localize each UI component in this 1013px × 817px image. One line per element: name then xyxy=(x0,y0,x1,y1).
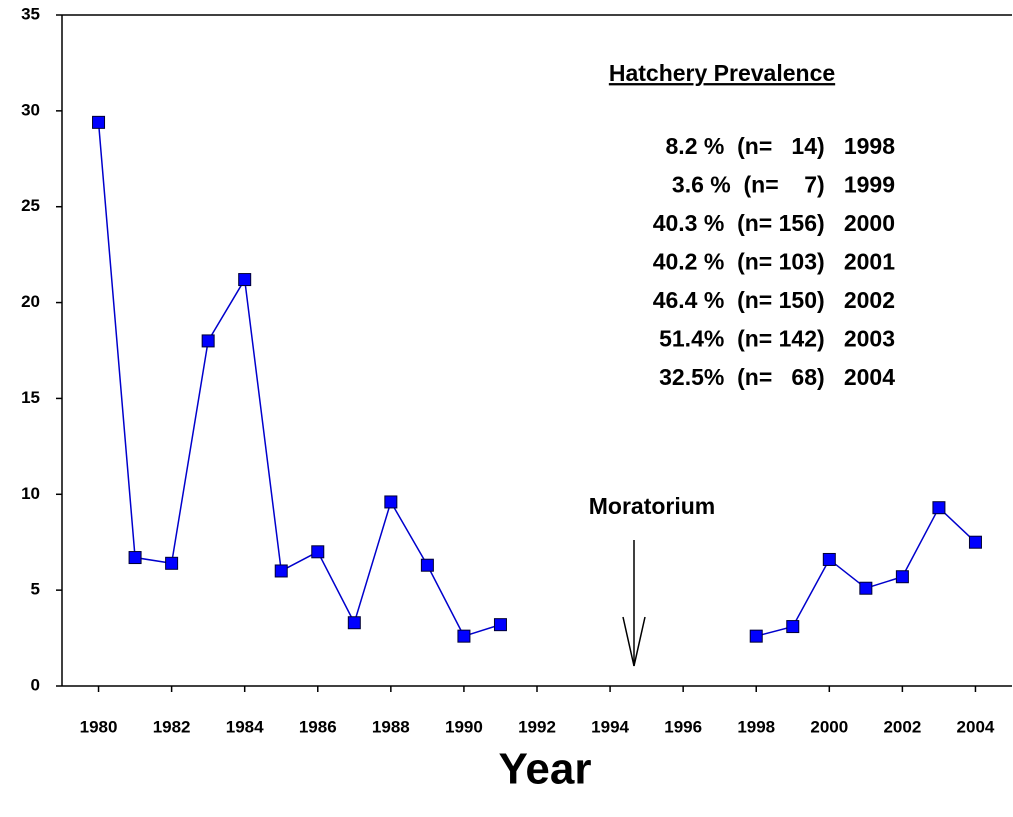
x-tick-label: 1992 xyxy=(518,717,556,736)
x-tick-label: 1998 xyxy=(737,717,775,736)
x-tick-label: 2002 xyxy=(883,717,921,736)
marker xyxy=(347,616,361,630)
table-line: 8.2 % (n= 14) 1998 xyxy=(666,133,896,159)
marker xyxy=(968,535,982,549)
arrow-label: Moratorium xyxy=(589,493,716,519)
x-tick-label: 1986 xyxy=(299,717,337,736)
marker xyxy=(384,495,398,509)
table-line: 46.4 % (n= 150) 2002 xyxy=(653,287,895,313)
y-tick-label: 15 xyxy=(21,388,40,407)
y-tick-label: 0 xyxy=(31,675,40,694)
marker xyxy=(238,273,252,287)
x-tick-label: 1984 xyxy=(226,717,264,736)
marker xyxy=(420,558,434,572)
arrow xyxy=(622,540,646,667)
marker xyxy=(274,564,288,578)
marker xyxy=(932,501,946,515)
marker xyxy=(786,620,800,634)
y-tick-label: 5 xyxy=(31,580,40,599)
table-line: 32.5% (n= 68) 2004 xyxy=(659,364,895,390)
y-tick-label: 25 xyxy=(21,196,40,215)
x-tick-label: 1996 xyxy=(664,717,702,736)
marker xyxy=(895,570,909,584)
x-tick-label: 1982 xyxy=(153,717,191,736)
marker xyxy=(493,618,507,632)
marker xyxy=(165,556,179,570)
y-tick-label: 10 xyxy=(21,484,40,503)
x-tick-label: 2000 xyxy=(810,717,848,736)
y-tick-label: 30 xyxy=(21,100,40,119)
marker xyxy=(128,551,142,565)
x-tick-label: 1988 xyxy=(372,717,410,736)
x-axis-title: Year xyxy=(499,745,592,794)
table-line: 40.2 % (n= 103) 2001 xyxy=(653,249,895,275)
marker xyxy=(822,552,836,566)
x-tick-label: 1994 xyxy=(591,717,629,736)
marker xyxy=(92,115,106,129)
marker xyxy=(311,545,325,559)
x-tick-label: 2004 xyxy=(957,717,995,736)
table-line: 3.6 % (n= 7) 1999 xyxy=(672,172,895,198)
x-tick-label: 1980 xyxy=(80,717,118,736)
y-tick-label: 20 xyxy=(21,292,40,311)
table-line: 51.4% (n= 142) 2003 xyxy=(659,326,895,352)
y-tick-label: 35 xyxy=(21,4,40,23)
marker xyxy=(749,629,763,643)
table-line: 40.3 % (n= 156) 2000 xyxy=(653,210,895,236)
marker xyxy=(457,629,471,643)
table-title: Hatchery Prevalence xyxy=(609,60,835,86)
marker xyxy=(201,334,215,348)
marker xyxy=(859,581,873,595)
x-tick-label: 1990 xyxy=(445,717,483,736)
